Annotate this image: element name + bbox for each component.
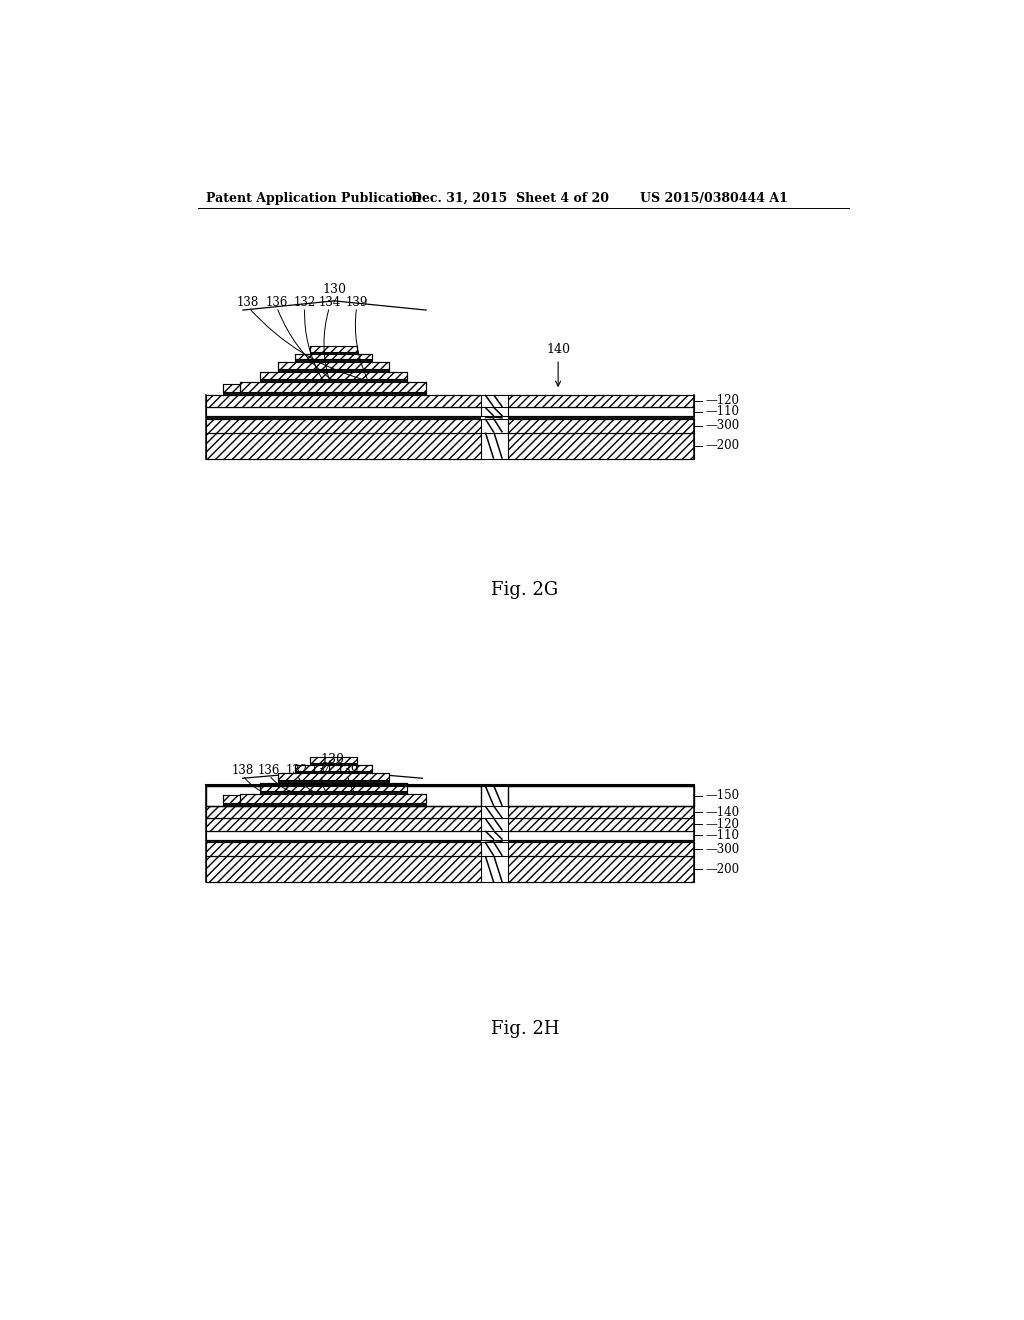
Bar	[241, 383, 426, 392]
Bar	[241, 392, 426, 395]
Text: 136: 136	[265, 296, 288, 309]
Text: Fig. 2H: Fig. 2H	[490, 1019, 559, 1038]
Text: Patent Application Publication: Patent Application Publication	[206, 191, 421, 205]
Bar	[206, 818, 480, 830]
Bar	[206, 842, 480, 857]
Text: —150: —150	[706, 789, 739, 803]
Bar	[206, 433, 480, 459]
Bar	[206, 418, 480, 433]
Bar	[310, 763, 356, 766]
Text: —140: —140	[706, 805, 739, 818]
Bar	[260, 379, 407, 383]
Text: 130: 130	[321, 752, 345, 766]
Bar	[295, 354, 372, 359]
Bar	[206, 857, 480, 882]
Text: —110: —110	[706, 405, 739, 418]
Bar	[508, 840, 693, 842]
Bar	[278, 774, 389, 780]
Bar	[206, 830, 480, 840]
Text: —200: —200	[706, 862, 739, 875]
Bar	[206, 785, 480, 807]
Bar	[508, 842, 693, 857]
Bar	[508, 818, 693, 830]
Bar	[508, 418, 693, 433]
Text: 139: 139	[337, 764, 359, 776]
Bar	[206, 395, 480, 407]
Text: —300: —300	[706, 418, 739, 432]
Bar	[508, 416, 693, 418]
Bar	[206, 807, 480, 818]
Bar	[508, 785, 693, 807]
Text: Fig. 2G: Fig. 2G	[492, 581, 558, 598]
Bar	[241, 793, 426, 803]
Text: 136: 136	[258, 764, 281, 776]
Text: 132: 132	[286, 764, 308, 776]
Bar	[206, 416, 480, 418]
Bar	[260, 783, 407, 791]
Bar	[278, 780, 389, 783]
Text: —120: —120	[706, 818, 739, 832]
Bar	[260, 372, 407, 379]
Bar	[223, 803, 241, 807]
Text: —200: —200	[706, 440, 739, 453]
Text: —300: —300	[706, 842, 739, 855]
Text: 140: 140	[546, 343, 570, 387]
Bar	[206, 840, 480, 842]
Text: 130: 130	[323, 284, 346, 296]
Text: 138: 138	[231, 764, 254, 776]
Bar	[310, 758, 356, 763]
Bar	[310, 351, 356, 354]
Bar	[295, 359, 372, 362]
Bar	[508, 395, 693, 407]
Bar	[278, 368, 389, 372]
Bar	[241, 803, 426, 807]
Text: —120: —120	[706, 395, 739, 408]
Text: US 2015/0380444 A1: US 2015/0380444 A1	[640, 191, 787, 205]
Text: 138: 138	[237, 296, 259, 309]
Bar	[508, 407, 693, 416]
Text: 134: 134	[318, 296, 341, 309]
Text: 139: 139	[345, 296, 368, 309]
Text: 134: 134	[310, 764, 333, 776]
Bar	[508, 433, 693, 459]
Bar	[508, 830, 693, 840]
Bar	[295, 771, 372, 774]
Bar	[310, 346, 356, 351]
Bar	[223, 795, 241, 803]
Bar	[508, 857, 693, 882]
Text: 132: 132	[294, 296, 315, 309]
Text: —110: —110	[706, 829, 739, 842]
Bar	[223, 392, 241, 395]
Bar	[508, 807, 693, 818]
Bar	[278, 362, 389, 368]
Bar	[206, 407, 480, 416]
Bar	[295, 766, 372, 771]
Text: Dec. 31, 2015  Sheet 4 of 20: Dec. 31, 2015 Sheet 4 of 20	[411, 191, 609, 205]
Bar	[260, 791, 407, 793]
Bar	[223, 384, 241, 392]
